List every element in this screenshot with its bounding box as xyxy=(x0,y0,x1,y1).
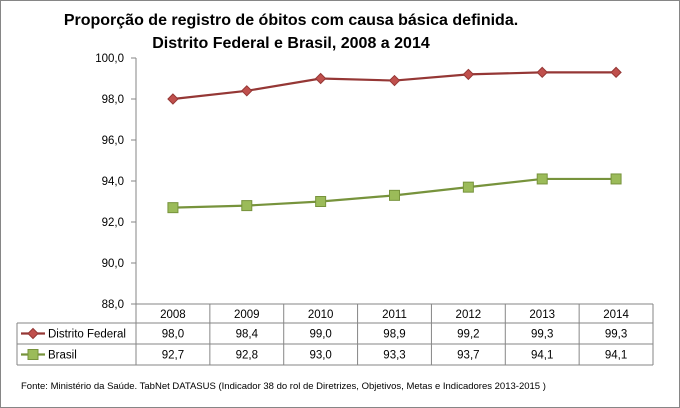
data-point-marker xyxy=(167,93,179,105)
y-tick-label: 100,0 xyxy=(95,53,124,65)
x-category-label: 2011 xyxy=(382,309,407,321)
y-tick-label: 94,0 xyxy=(102,176,124,188)
data-table-value: 92,7 xyxy=(162,350,184,362)
data-point-marker xyxy=(27,349,39,360)
y-tick-label: 98,0 xyxy=(102,94,124,106)
data-table-value: 98,0 xyxy=(162,329,184,341)
data-point-marker xyxy=(388,74,401,87)
data-table-value: 93,7 xyxy=(457,350,479,362)
x-category-label: 2014 xyxy=(603,309,629,321)
data-table-value: 99,0 xyxy=(309,329,331,341)
data-point-marker xyxy=(610,173,622,185)
data-point-marker xyxy=(462,181,474,193)
legend-label: Distrito Federal xyxy=(48,329,126,341)
data-point-marker xyxy=(167,202,179,214)
data-table-value: 99,3 xyxy=(531,329,553,341)
x-category-label: 2013 xyxy=(529,309,555,321)
y-tick-label: 96,0 xyxy=(102,135,124,147)
source-note: Fonte: Ministério da Saúde. TabNet DATAS… xyxy=(21,381,546,392)
x-category-label: 2012 xyxy=(456,309,482,321)
x-category-label: 2008 xyxy=(160,309,186,321)
x-category-label: 2010 xyxy=(308,309,334,321)
x-category-label: 2009 xyxy=(234,309,260,321)
legend-label: Brasil xyxy=(48,350,77,362)
chart-title-line-1: Proporção de registro de óbitos com caus… xyxy=(63,12,519,29)
data-point-marker xyxy=(536,173,548,185)
y-tick-label: 92,0 xyxy=(102,217,124,229)
data-table-value: 99,2 xyxy=(457,329,479,341)
data-table-value: 94,1 xyxy=(605,350,627,362)
y-tick-label: 88,0 xyxy=(102,299,124,311)
data-table-value: 94,1 xyxy=(531,350,553,362)
data-point-marker xyxy=(610,66,622,79)
y-tick-label: 90,0 xyxy=(102,258,124,270)
data-table-value: 93,3 xyxy=(383,350,405,362)
data-table-value: 93,0 xyxy=(309,350,331,362)
data-point-marker xyxy=(27,327,39,340)
chart-title-line-2: Distrito Federal e Brasil, 2008 a 2014 xyxy=(152,35,430,52)
data-table-value: 98,9 xyxy=(383,329,405,341)
data-point-marker xyxy=(315,196,327,207)
chart-title: Proporção de registro de óbitos com caus… xyxy=(1,9,581,55)
data-table-value: 92,8 xyxy=(236,350,258,362)
data-table-value: 99,3 xyxy=(605,329,627,341)
data-table-value: 98,4 xyxy=(236,329,259,341)
data-point-marker xyxy=(241,85,253,97)
data-point-marker xyxy=(241,200,253,212)
data-point-marker xyxy=(314,72,327,85)
data-point-marker xyxy=(536,66,548,79)
data-point-marker xyxy=(389,189,400,201)
data-point-marker xyxy=(462,68,475,81)
